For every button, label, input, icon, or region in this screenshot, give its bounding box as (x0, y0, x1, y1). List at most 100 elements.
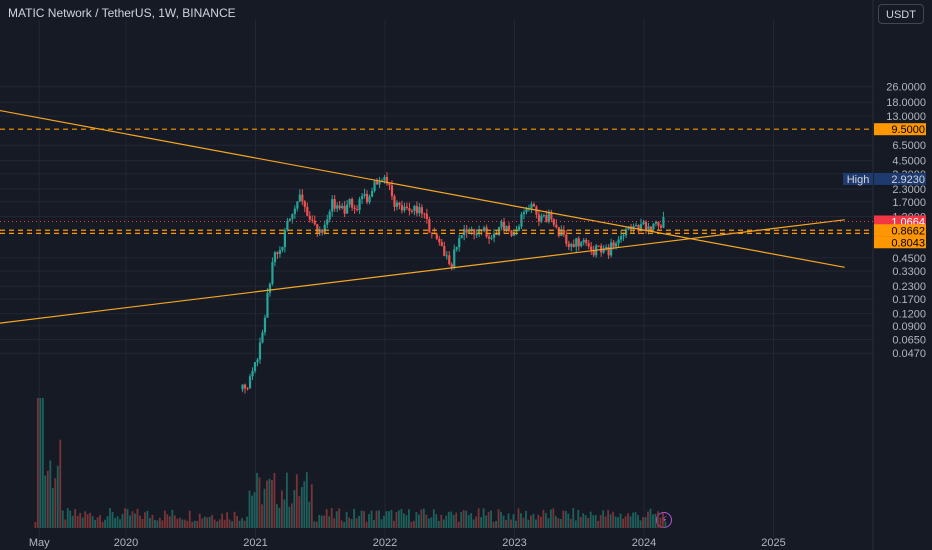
candle-body (241, 384, 244, 390)
volume-bar (408, 509, 410, 528)
volume-bar (243, 520, 246, 528)
volume-bar (385, 511, 388, 528)
volume-bar (639, 520, 642, 528)
volume-bar (163, 510, 166, 528)
volume-bar (475, 516, 478, 528)
volume-bar (251, 495, 253, 528)
volume-bar (216, 521, 219, 528)
volume-bar (457, 521, 460, 528)
volume-bar (218, 519, 221, 528)
volume-bar (612, 511, 615, 528)
candle-body (487, 236, 491, 239)
candle-body (458, 238, 461, 248)
volume-bar (49, 460, 52, 528)
volume-bar (203, 516, 206, 528)
high-label-box (843, 172, 873, 185)
volume-bar (435, 514, 438, 528)
candle-body (483, 227, 486, 232)
candle-body (253, 362, 257, 371)
candle-body (485, 227, 488, 237)
volume-bar (121, 513, 124, 528)
x-tick-label: 2021 (243, 537, 267, 549)
volume-bar (46, 470, 49, 528)
volume-bar (360, 510, 363, 528)
volume-bar (79, 512, 82, 528)
volume-bar (106, 516, 109, 528)
volume-bar (390, 509, 393, 528)
volume-bar (61, 510, 64, 528)
candle-body (291, 213, 294, 219)
volume-bar (662, 512, 664, 528)
candle-body (273, 252, 277, 263)
volume-bar (549, 509, 552, 528)
candle-body (373, 181, 376, 192)
volume-bar (109, 508, 111, 528)
volume-bar (41, 398, 44, 528)
candle-body (343, 205, 346, 214)
volume-bar (353, 508, 356, 528)
candle-body (592, 249, 595, 256)
volume-bar (305, 472, 308, 528)
volume-bar (515, 520, 517, 528)
candle-body (438, 238, 441, 243)
volume-bar (330, 508, 333, 528)
candle-body (490, 237, 493, 239)
candle-body (612, 242, 615, 247)
volume-bar (298, 496, 301, 528)
candle-body (443, 245, 446, 256)
candle-body (356, 209, 359, 211)
candle-body (413, 205, 416, 211)
volume-bar (592, 515, 595, 528)
volume-bar (101, 521, 104, 528)
volume-bar (365, 521, 368, 528)
candle-body (346, 204, 349, 214)
currency-button[interactable]: USDT (878, 4, 924, 24)
candle-body (555, 224, 558, 228)
volume-bar (333, 518, 336, 528)
lightning-icon[interactable]: ⚡ (656, 512, 672, 528)
volume-bar (642, 517, 644, 528)
volume-bar (71, 515, 74, 528)
trendline (0, 219, 845, 324)
volume-bar (144, 512, 146, 528)
volume-bar (345, 511, 348, 528)
volume-bar (64, 519, 67, 528)
volume-bar (440, 514, 443, 528)
volume-bar (410, 521, 413, 528)
candle-body (403, 206, 406, 211)
candle-body (492, 233, 496, 238)
high-label: High (847, 174, 870, 186)
volume-bar (477, 508, 480, 528)
volume-bar (273, 472, 276, 528)
volume-bar (525, 510, 527, 528)
candle-body (582, 239, 585, 243)
candle-body (460, 235, 463, 239)
candle-body (288, 218, 291, 221)
volume-bar (619, 513, 622, 528)
candle-body (627, 226, 630, 230)
volume-bar (627, 513, 629, 528)
volume-bar (236, 515, 238, 528)
volume-bar (104, 519, 106, 528)
volume-bar (403, 513, 405, 528)
volume-bar (176, 518, 179, 528)
volume-bar (213, 519, 216, 528)
volume-bar (527, 519, 530, 528)
volume-bar (178, 517, 181, 528)
volume-bar (325, 509, 328, 528)
volume-bar (206, 517, 209, 528)
volume-bar (599, 515, 602, 528)
candle-body (465, 229, 468, 233)
candle-body (652, 223, 655, 230)
y-tick-label: 13.0000 (886, 111, 926, 123)
volume-bar (400, 508, 403, 528)
volume-bar (462, 509, 465, 528)
candle-body (478, 229, 481, 235)
volume-bar (632, 512, 634, 528)
volume-bar (66, 508, 69, 528)
volume-bar (490, 510, 492, 528)
volume-bar (253, 492, 256, 528)
candle-body (313, 220, 316, 225)
candle-body (440, 242, 443, 246)
